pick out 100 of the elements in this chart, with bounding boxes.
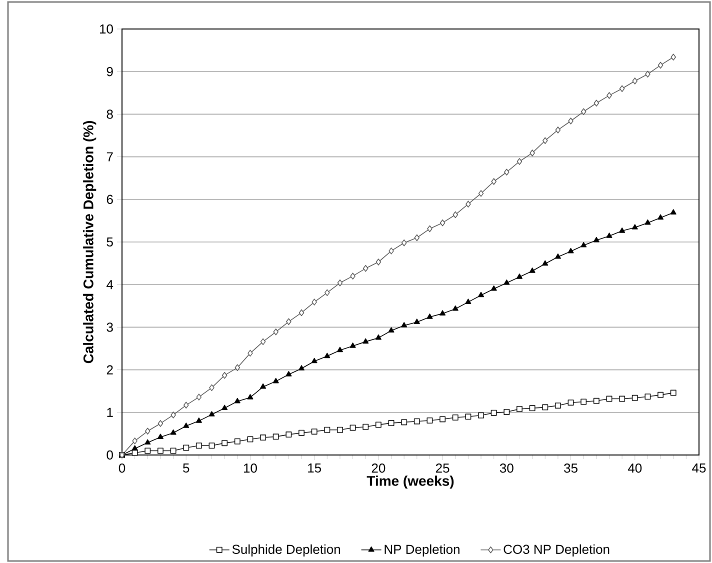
point	[336, 426, 343, 433]
point	[490, 285, 497, 291]
point	[619, 85, 625, 92]
y-tick-label: 6	[106, 194, 113, 204]
x-tick-label: 25	[436, 464, 450, 473]
point	[632, 78, 638, 84]
point	[593, 236, 600, 242]
point	[312, 298, 317, 306]
y-tick-label: 4	[106, 280, 114, 290]
point	[362, 338, 369, 344]
y-tick-label: 9	[106, 66, 113, 76]
point	[619, 396, 626, 402]
point	[670, 54, 676, 61]
point	[183, 422, 190, 428]
point	[196, 442, 202, 449]
point	[632, 394, 638, 401]
point	[516, 158, 522, 165]
x-tick-label: 30	[500, 464, 514, 473]
point	[670, 390, 676, 396]
point	[440, 219, 446, 226]
point	[401, 239, 407, 246]
point	[375, 422, 382, 428]
point	[426, 314, 433, 319]
x-tick-label: 40	[628, 464, 642, 473]
y-tick-label: 0	[106, 450, 113, 460]
point	[247, 394, 254, 400]
point	[530, 150, 535, 156]
point	[170, 429, 176, 435]
point	[157, 434, 164, 440]
point	[273, 328, 279, 336]
point	[568, 118, 574, 124]
x-tick-label: 45	[692, 464, 706, 473]
point	[644, 394, 651, 400]
point	[183, 402, 189, 409]
point	[272, 434, 279, 440]
point	[132, 450, 138, 456]
point	[580, 242, 587, 248]
point	[209, 384, 214, 392]
point	[606, 232, 612, 238]
point	[619, 228, 626, 233]
point	[170, 412, 176, 418]
point	[580, 398, 587, 405]
point	[222, 440, 228, 446]
x-tick-label: 0	[118, 464, 126, 473]
point	[555, 126, 561, 134]
point	[568, 400, 574, 406]
point	[272, 378, 279, 384]
point	[658, 214, 664, 220]
point	[401, 322, 408, 328]
point	[222, 404, 228, 410]
point	[144, 448, 151, 454]
point	[234, 438, 240, 444]
point	[196, 394, 202, 400]
point	[542, 404, 548, 410]
point	[516, 274, 522, 279]
point	[465, 414, 472, 420]
y-tick-label: 10	[100, 24, 113, 34]
point	[260, 434, 266, 441]
point	[311, 428, 318, 435]
point	[196, 418, 202, 423]
point	[466, 200, 471, 208]
point	[542, 260, 548, 266]
point	[478, 412, 484, 418]
point	[658, 62, 664, 69]
y-tick-label: 1	[107, 408, 113, 417]
point	[362, 424, 369, 430]
point	[529, 268, 536, 273]
x-tick-label: 15	[308, 464, 322, 473]
y-axis-title: Calculated Cumulative Depletion (%)	[83, 120, 96, 364]
point	[414, 318, 420, 324]
point	[222, 372, 228, 379]
point	[388, 248, 394, 254]
point	[645, 70, 650, 78]
x-axis-title: Time (weeks)	[366, 476, 454, 489]
y-tick-label: 7	[106, 152, 113, 162]
point	[132, 445, 138, 451]
point	[491, 178, 496, 185]
point	[658, 392, 664, 398]
point	[260, 338, 266, 346]
point	[208, 442, 215, 449]
point	[170, 448, 176, 454]
point	[350, 424, 356, 431]
point	[132, 438, 138, 444]
legend-label: Sulphide Depletion	[232, 544, 340, 557]
point	[337, 279, 343, 286]
point	[504, 279, 510, 285]
point	[452, 305, 458, 311]
point	[504, 408, 510, 415]
point	[414, 418, 420, 424]
point	[580, 108, 586, 116]
point	[606, 92, 612, 99]
point	[311, 358, 318, 364]
point	[375, 334, 382, 340]
point	[350, 272, 356, 280]
point	[298, 309, 304, 316]
y-tick-label: 8	[106, 110, 113, 119]
point	[298, 430, 305, 436]
legend-label: NP Depletion	[384, 544, 460, 557]
point	[440, 416, 446, 422]
point	[286, 371, 292, 376]
